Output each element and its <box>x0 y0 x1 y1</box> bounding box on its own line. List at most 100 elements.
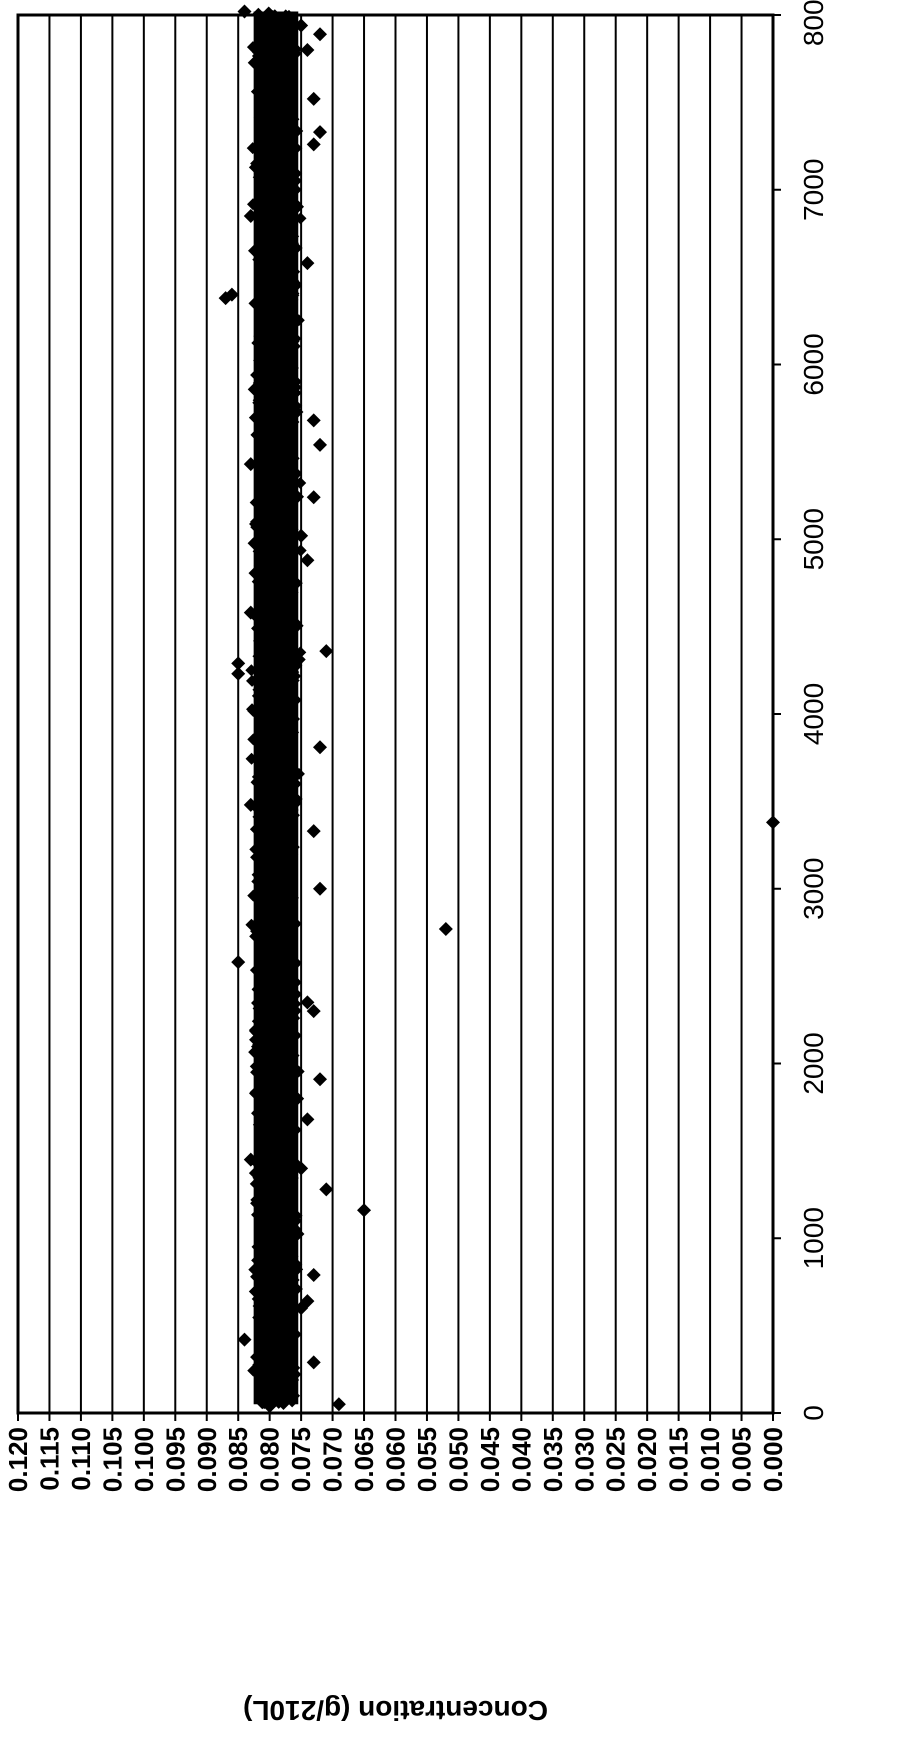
cluster-point <box>273 252 286 265</box>
data-point <box>268 540 283 555</box>
data-point <box>313 27 327 42</box>
data-point <box>256 808 271 823</box>
data-point <box>256 331 271 346</box>
cluster-point <box>284 997 297 1010</box>
data-point <box>313 881 327 896</box>
data-point <box>281 343 296 358</box>
cluster-point <box>281 699 294 712</box>
cluster-point <box>273 726 286 739</box>
data-point <box>262 1133 277 1148</box>
data-point <box>243 797 258 812</box>
cluster-point <box>287 1049 300 1062</box>
cluster-point <box>268 849 281 862</box>
cluster-point <box>270 580 283 593</box>
data-point <box>306 1355 321 1370</box>
data-point <box>281 1185 296 1200</box>
x-tick-label: 7000 <box>798 159 829 221</box>
data-point <box>243 457 258 472</box>
data-point <box>287 1222 302 1237</box>
cluster-point <box>249 674 262 687</box>
cluster-point <box>256 826 269 839</box>
data-point <box>313 125 327 140</box>
cluster-point <box>246 41 259 54</box>
y-tick-label: 0.115 <box>34 1427 64 1491</box>
data-point <box>287 278 302 293</box>
cluster-point <box>290 1214 303 1227</box>
cluster-point <box>268 1160 281 1173</box>
data-point <box>262 305 277 320</box>
cluster-point <box>247 889 260 902</box>
data-point <box>281 977 296 992</box>
y-tick-label: 0.105 <box>97 1427 127 1492</box>
data-point <box>268 750 283 765</box>
y-tick-label: 0.000 <box>758 1427 788 1492</box>
data-point <box>256 1308 271 1323</box>
cluster-point <box>279 656 292 669</box>
cluster-point <box>284 1344 297 1357</box>
cluster-point <box>252 194 265 207</box>
cluster-point <box>283 1038 296 1051</box>
data-point <box>256 567 271 582</box>
cluster-point <box>256 1015 269 1028</box>
data-point <box>300 1112 315 1127</box>
cluster-point <box>274 532 287 545</box>
cluster-point <box>265 1184 278 1197</box>
cluster-point <box>262 460 275 473</box>
cluster-point <box>275 711 288 724</box>
cluster-point <box>284 884 297 897</box>
data-point <box>250 731 265 746</box>
cluster-point <box>288 265 301 278</box>
y-tick-label: 0.080 <box>255 1427 285 1492</box>
cluster-point <box>261 1080 274 1093</box>
cluster-point <box>275 1004 288 1017</box>
cluster-point <box>259 35 272 48</box>
data-points <box>218 4 780 1414</box>
cluster-point <box>257 742 270 755</box>
cluster-point <box>246 703 259 716</box>
data-point <box>262 762 277 777</box>
data-point <box>256 986 271 1001</box>
data-point <box>268 264 283 279</box>
cluster-point <box>273 374 286 387</box>
data-point <box>287 616 302 631</box>
data-point <box>300 553 315 568</box>
data-point <box>250 1269 265 1284</box>
cluster-point <box>271 1198 284 1211</box>
cluster-point <box>281 849 294 862</box>
cluster-point <box>280 958 293 971</box>
data-point <box>275 319 290 334</box>
data-point <box>262 969 277 984</box>
data-point <box>275 112 290 127</box>
data-point <box>256 1239 271 1254</box>
y-tick-label: 0.030 <box>569 1427 599 1492</box>
cluster-point <box>268 50 281 63</box>
cluster-point <box>271 995 284 1008</box>
data-point <box>243 1152 258 1167</box>
y-tick-label: 0.095 <box>160 1427 190 1492</box>
cluster-point <box>265 513 278 526</box>
cluster-point <box>259 139 272 152</box>
cluster-point <box>247 1364 260 1377</box>
y-axis-ticks: 0.120 0.115 0.110 0.105 0.100 0.095 0.090 0.085… <box>3 1413 788 1492</box>
data-point <box>268 1094 283 1109</box>
data-point <box>262 1248 277 1263</box>
x-tick-label: 5000 <box>798 508 829 570</box>
cluster-point <box>248 297 261 310</box>
data-point <box>275 1143 290 1158</box>
cluster-point <box>291 125 304 138</box>
cluster-point <box>294 544 307 557</box>
data-point <box>268 1283 283 1298</box>
y-tick-label: 0.035 <box>538 1427 568 1492</box>
y-tick-label: 0.055 <box>412 1427 442 1492</box>
cluster-point <box>285 600 298 613</box>
cluster-point <box>290 399 303 412</box>
cluster-point <box>272 1303 285 1316</box>
data-point <box>438 921 453 936</box>
data-point <box>275 1053 290 1068</box>
data-point <box>250 1065 265 1080</box>
data-point <box>250 367 265 382</box>
cluster-point <box>263 160 276 173</box>
cluster-point <box>252 1158 265 1171</box>
cluster-point <box>259 441 272 454</box>
